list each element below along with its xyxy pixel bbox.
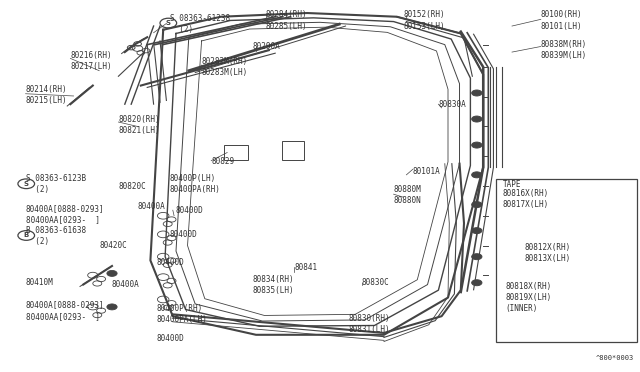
- Circle shape: [472, 202, 482, 208]
- Text: 80400A[0888-0293]
80400AA[0293-  ]: 80400A[0888-0293] 80400AA[0293- ]: [26, 204, 104, 224]
- Circle shape: [472, 254, 482, 260]
- Text: 80830C: 80830C: [362, 278, 389, 287]
- Text: TAPE: TAPE: [502, 180, 521, 189]
- Text: 80290A: 80290A: [253, 42, 280, 51]
- Text: 80829: 80829: [211, 157, 234, 166]
- Text: 80820(RH)
80821(LH): 80820(RH) 80821(LH): [118, 115, 160, 135]
- Circle shape: [472, 90, 482, 96]
- Text: ^800*0003: ^800*0003: [595, 355, 634, 361]
- Text: 80400P(LH)
80400PA(RH): 80400P(LH) 80400PA(RH): [170, 174, 220, 194]
- Text: 80152(RH)
80153(LH): 80152(RH) 80153(LH): [403, 10, 445, 31]
- Text: S 08363-6123B
  (2): S 08363-6123B (2): [26, 174, 86, 194]
- Text: 80830(RH)
80831(LH): 80830(RH) 80831(LH): [349, 314, 390, 334]
- Text: 80400D: 80400D: [157, 258, 184, 267]
- Text: 80214(RH)
80215(LH): 80214(RH) 80215(LH): [26, 85, 67, 105]
- Text: 80834(RH)
80835(LH): 80834(RH) 80835(LH): [253, 275, 294, 295]
- Text: 80400D: 80400D: [170, 230, 197, 239]
- Bar: [282, 141, 304, 160]
- Circle shape: [472, 116, 482, 122]
- Text: 80400D: 80400D: [176, 206, 204, 215]
- Text: 80838M(RH)
80839M(LH): 80838M(RH) 80839M(LH): [541, 40, 587, 60]
- Circle shape: [472, 172, 482, 178]
- Text: B 08363-61638
  (2): B 08363-61638 (2): [26, 226, 86, 246]
- Text: 80410M: 80410M: [26, 278, 53, 287]
- Text: S: S: [24, 181, 29, 187]
- Text: 80400A: 80400A: [112, 280, 140, 289]
- Text: 80816X(RH)
80817X(LH): 80816X(RH) 80817X(LH): [502, 189, 548, 209]
- Circle shape: [107, 304, 117, 310]
- Text: 80812X(RH)
80813X(LH): 80812X(RH) 80813X(LH): [525, 243, 571, 263]
- Text: B: B: [24, 232, 29, 238]
- Text: 80400A[0888-0293]
80400AA[0293-  ]: 80400A[0888-0293] 80400AA[0293- ]: [26, 301, 104, 321]
- Text: 80400A: 80400A: [138, 202, 165, 211]
- Text: 80216(RH)
80217(LH): 80216(RH) 80217(LH): [70, 51, 112, 71]
- Bar: [496, 179, 637, 342]
- Circle shape: [472, 280, 482, 286]
- Text: 80400D: 80400D: [157, 334, 184, 343]
- Text: 80282M(RH)
80283M(LH): 80282M(RH) 80283M(LH): [202, 57, 248, 77]
- Text: 80284(RH)
80285(LH): 80284(RH) 80285(LH): [266, 10, 307, 31]
- Text: 80100(RH)
80101(LH): 80100(RH) 80101(LH): [541, 10, 582, 31]
- Text: 80101A: 80101A: [413, 167, 440, 176]
- Text: S: S: [166, 20, 171, 26]
- Text: 80841: 80841: [294, 263, 317, 272]
- Circle shape: [472, 142, 482, 148]
- Circle shape: [472, 228, 482, 234]
- Text: 80880M
80880N: 80880M 80880N: [394, 185, 421, 205]
- Text: 80818X(RH)
80819X(LH)
(INNER): 80818X(RH) 80819X(LH) (INNER): [506, 282, 552, 313]
- Text: 80820C: 80820C: [118, 182, 146, 190]
- Text: 80420C: 80420C: [99, 241, 127, 250]
- Text: 80830A: 80830A: [438, 100, 466, 109]
- Text: 80400P(RH)
80400PA(LH): 80400P(RH) 80400PA(LH): [157, 304, 207, 324]
- Text: S 08363-61238
  (2): S 08363-61238 (2): [170, 14, 230, 34]
- Bar: [224, 145, 248, 160]
- Circle shape: [107, 270, 117, 276]
